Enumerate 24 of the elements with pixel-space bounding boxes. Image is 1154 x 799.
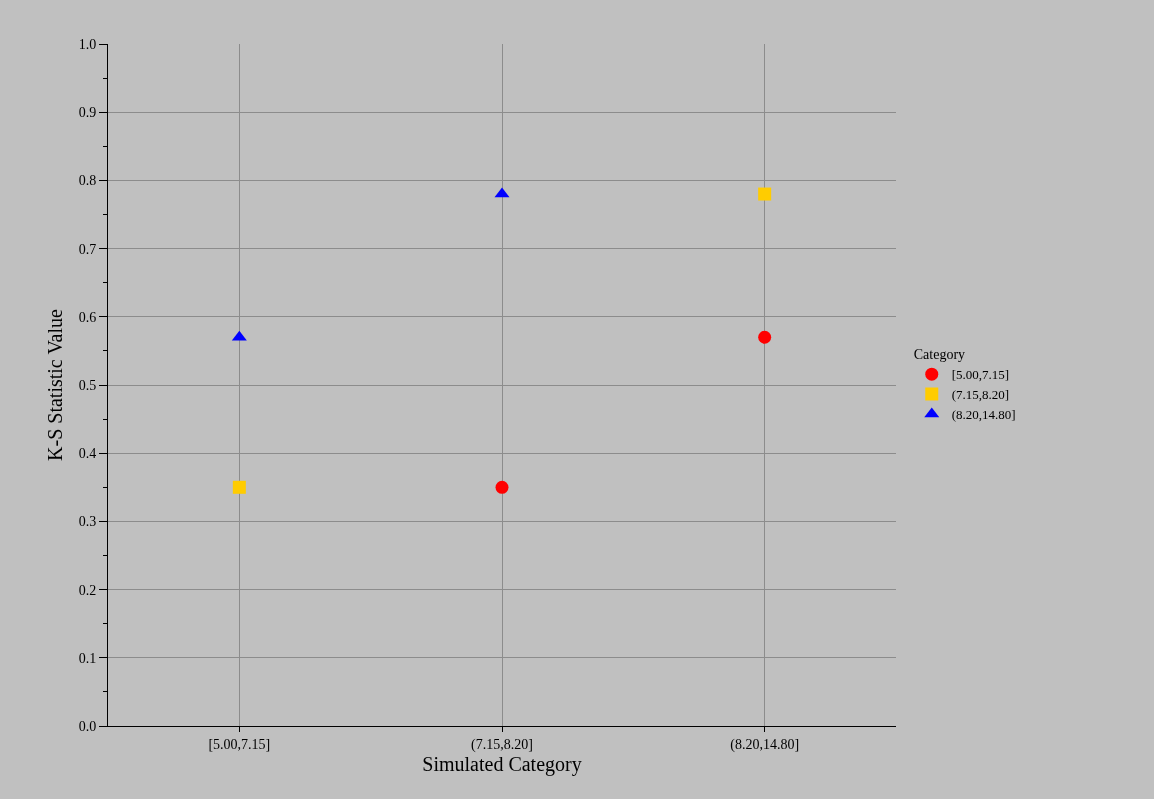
legend-label: (7.15,8.20] [951,387,1010,403]
point [232,480,246,494]
y-tick-label: 0.6 [78,309,97,325]
y-tick-label: 0.1 [78,650,97,666]
y-axis-title: K-S Statistic Value [44,308,67,461]
x-tick-label: (7.15,8.20] [471,736,533,753]
x-tick-label: [5.00,7.15] [208,736,271,752]
y-tick-label: 0.7 [78,241,97,257]
x-tick-label: (8.20,14.80] [730,736,800,753]
y-tick-label: 0.0 [78,718,97,734]
y-tick-label: 1.0 [78,36,97,52]
point [758,330,772,344]
point [758,187,772,201]
y-tick-label: 0.5 [78,377,97,393]
legend-label: (8.20,14.80] [951,407,1016,423]
y-tick-label: 0.8 [78,173,97,189]
y-tick-label: 0.3 [78,514,97,530]
x-axis-title: Simulated Category [422,752,582,776]
y-tick-label: 0.9 [78,105,97,121]
legend-title: Category [913,347,966,363]
point [495,480,509,494]
y-tick-label: 0.2 [78,582,97,598]
y-tick-label: 0.4 [78,446,97,462]
legend-label: [5.00,7.15] [951,367,1010,383]
